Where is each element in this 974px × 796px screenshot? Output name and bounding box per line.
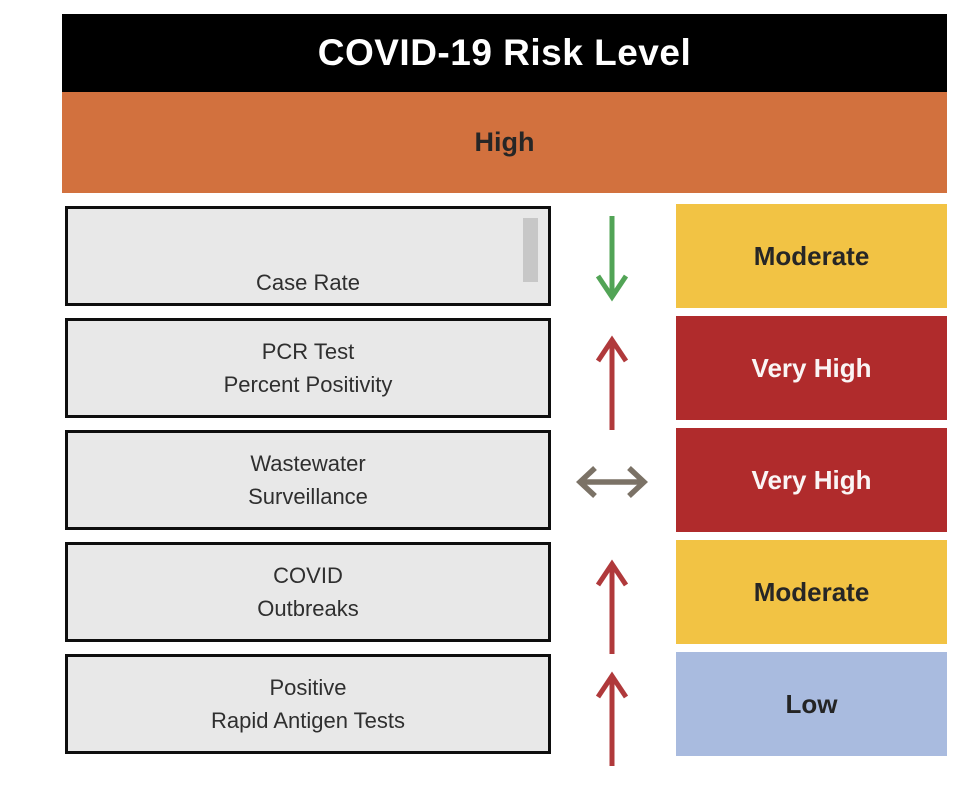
trend-up-arrow-icon bbox=[595, 559, 629, 654]
scrollbar-thumb[interactable] bbox=[523, 218, 538, 282]
risk-level-badge: Moderate bbox=[676, 204, 947, 308]
indicator-box-wastewater: Wastewater Surveillance bbox=[65, 430, 551, 530]
risk-level-badge: Moderate bbox=[676, 540, 947, 644]
risk-level-badge: Low bbox=[676, 652, 947, 756]
indicator-box-rapid-antigen: Positive Rapid Antigen Tests bbox=[65, 654, 551, 754]
indicator-label: Rapid Antigen Tests bbox=[210, 708, 406, 733]
trend-down-arrow-icon bbox=[595, 216, 629, 302]
indicator-label: COVID bbox=[273, 563, 343, 588]
indicator-label: Surveillance bbox=[248, 484, 368, 509]
risk-level-label: Moderate bbox=[753, 576, 870, 607]
indicator-label: Positive bbox=[269, 675, 347, 700]
indicator-box-case-rate: Case Rate bbox=[65, 206, 551, 306]
indicator-box-outbreaks: COVID Outbreaks bbox=[65, 542, 551, 642]
indicator-label: Percent Positivity bbox=[223, 372, 393, 397]
overall-risk-label: High bbox=[474, 127, 535, 157]
indicator-box-pcr-positivity: PCR Test Percent Positivity bbox=[65, 318, 551, 418]
page-title: COVID-19 Risk Level bbox=[317, 32, 692, 73]
overall-risk-bar: High bbox=[62, 92, 947, 193]
risk-level-badge: Very High bbox=[676, 428, 947, 532]
risk-level-badge: Very High bbox=[676, 316, 947, 420]
indicator-label: Wastewater bbox=[250, 451, 366, 476]
trend-up-arrow-icon bbox=[595, 671, 629, 766]
trend-steady-arrow-icon bbox=[576, 465, 648, 499]
trend-up-arrow-icon bbox=[595, 335, 629, 430]
indicator-label: Outbreaks bbox=[257, 596, 359, 621]
title-bar: COVID-19 Risk Level bbox=[62, 14, 947, 92]
risk-level-label: Low bbox=[785, 688, 838, 719]
risk-level-label: Very High bbox=[751, 352, 872, 383]
risk-level-label: Moderate bbox=[753, 240, 870, 271]
indicator-label: PCR Test bbox=[261, 339, 355, 364]
indicator-label: Case Rate bbox=[256, 270, 360, 295]
risk-level-label: Very High bbox=[751, 464, 872, 495]
